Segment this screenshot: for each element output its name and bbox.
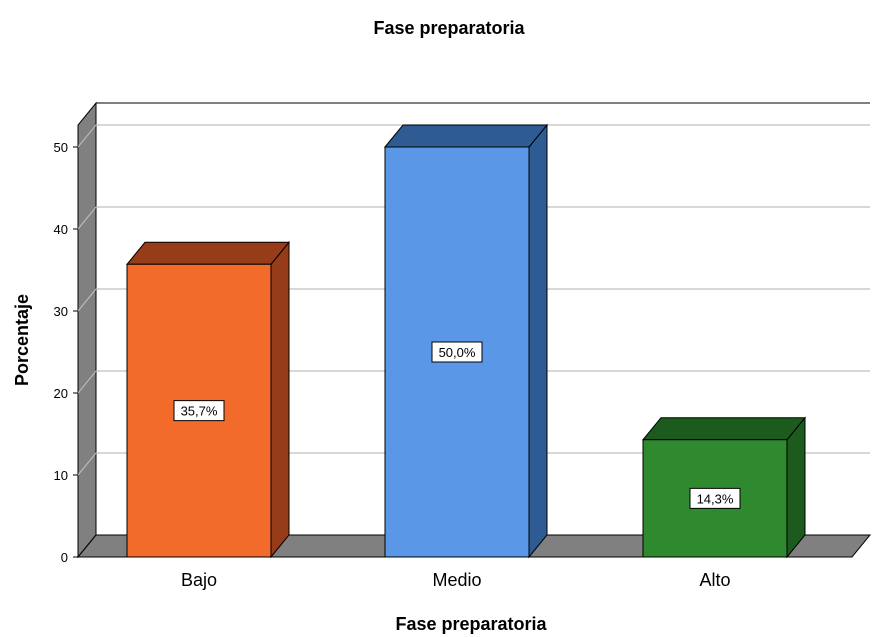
data-label-text: 14,3%	[697, 491, 734, 506]
gridline-wall	[77, 288, 97, 312]
gridline-wall	[77, 124, 97, 148]
bar-side	[786, 416, 806, 559]
y-tick-label: 50	[54, 140, 68, 155]
bar-medio: 50,0%	[383, 123, 549, 559]
data-label: 50,0%	[431, 341, 483, 363]
y-tick-label: 20	[54, 386, 68, 401]
y-tick-label: 40	[54, 222, 68, 237]
data-label-box	[431, 341, 483, 363]
data-label-box	[173, 400, 225, 422]
x-category-label: Bajo	[181, 570, 217, 590]
bar-top	[383, 124, 549, 148]
y-tick-label: 0	[61, 550, 68, 565]
bar-side	[270, 240, 290, 559]
data-label: 35,7%	[173, 400, 225, 422]
left-wall	[77, 101, 97, 559]
x-axis-title: Fase preparatoria	[395, 614, 547, 634]
bar-top	[125, 241, 291, 265]
bar-bajo: 35,7%	[125, 240, 291, 559]
gridline-wall	[77, 452, 97, 476]
x-category-label: Alto	[699, 570, 730, 590]
x-axis-categories: Bajo Medio Alto	[181, 570, 731, 590]
chart-title: Fase preparatoria	[373, 18, 525, 38]
data-label-text: 35,7%	[181, 404, 218, 419]
y-tick-label: 10	[54, 468, 68, 483]
gridline-wall	[77, 370, 97, 394]
bar-side	[528, 123, 548, 559]
y-axis-ticks: 0 10 20 30 40 50	[54, 140, 78, 565]
y-axis-title: Porcentaje	[12, 294, 32, 386]
data-label: 14,3%	[689, 487, 741, 509]
x-category-label: Medio	[432, 570, 481, 590]
bars: 35,7% 50,0% 14,3%	[125, 123, 807, 559]
data-label-box	[689, 487, 741, 509]
data-label-text: 50,0%	[439, 345, 476, 360]
y-tick-label: 30	[54, 304, 68, 319]
bar-top	[641, 417, 807, 441]
gridline-wall	[77, 206, 97, 230]
bar-alto: 14,3%	[641, 416, 807, 559]
